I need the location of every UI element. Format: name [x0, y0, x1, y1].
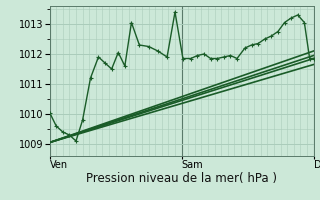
X-axis label: Pression niveau de la mer( hPa ): Pression niveau de la mer( hPa ): [86, 172, 277, 185]
